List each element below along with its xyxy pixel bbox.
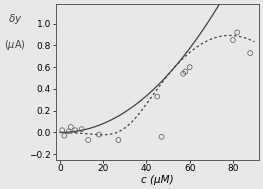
Point [183, 70, 188, 73]
Point [97, 133, 101, 136]
Point [62, 134, 67, 137]
Text: ($\mu$A): ($\mu$A) [4, 38, 26, 52]
Point [116, 139, 120, 142]
Point [79, 128, 84, 131]
Point [188, 66, 192, 69]
Point [73, 129, 77, 132]
X-axis label: c (μM): c (μM) [141, 175, 174, 185]
Text: $\delta y$: $\delta y$ [8, 12, 22, 26]
Point [60, 129, 64, 132]
Point [235, 31, 239, 34]
Point [159, 135, 164, 138]
Point [231, 39, 235, 42]
Point [248, 52, 252, 55]
Point [67, 130, 71, 133]
Point [181, 72, 185, 75]
Point [86, 139, 90, 142]
Point [155, 95, 159, 98]
Point [69, 125, 73, 129]
